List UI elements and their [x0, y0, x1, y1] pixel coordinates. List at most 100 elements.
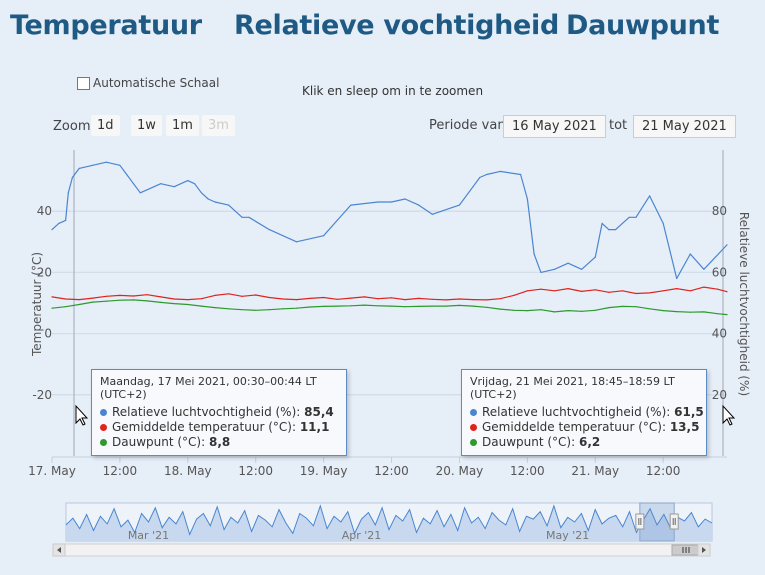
data-point — [486, 306, 488, 308]
data-point — [323, 305, 325, 307]
data-point — [689, 311, 691, 313]
data-point — [716, 288, 719, 290]
zoom-1m-button[interactable]: 1m — [166, 115, 199, 136]
data-point — [418, 297, 420, 299]
data-point — [404, 306, 406, 308]
data-point — [377, 298, 379, 300]
tooltip-label: Relatieve luchtvochtigheid (%): — [112, 405, 305, 419]
zoom-1w-button[interactable]: 1w — [131, 115, 162, 136]
data-point — [601, 222, 603, 224]
data-point — [567, 288, 569, 290]
data-point — [499, 308, 501, 310]
data-point — [255, 294, 257, 296]
mouse-cursor-icon — [722, 404, 736, 426]
data-point — [336, 219, 338, 221]
x-tick-label: 19. May — [300, 464, 348, 478]
data-point — [445, 299, 447, 301]
data-point — [649, 195, 651, 197]
data-point — [431, 213, 433, 215]
data-point — [553, 311, 556, 313]
data-point — [458, 298, 460, 300]
data-point — [268, 296, 270, 299]
data-point — [51, 229, 53, 231]
auto-scale-label: Automatische Schaal — [93, 76, 220, 90]
navigator-date-label: Mar '21 — [128, 529, 169, 542]
data-point — [581, 290, 583, 292]
tooltip-value: 13,5 — [669, 420, 700, 434]
temperature-dot-icon — [470, 424, 477, 431]
dewpoint-dot-icon — [470, 439, 477, 446]
tooltip-value: 6,2 — [578, 435, 601, 449]
data-point — [65, 298, 67, 300]
x-tick-label: 12:00 — [510, 464, 545, 478]
x-tick-label: 12:00 — [238, 464, 273, 478]
data-point — [499, 170, 501, 172]
period-from-input[interactable]: 16 May 2021 — [503, 115, 606, 138]
y-tick-right: 40 — [712, 327, 727, 341]
data-point — [703, 286, 705, 288]
y-tick-right: 20 — [712, 388, 727, 402]
data-point — [526, 290, 529, 292]
data-point — [241, 216, 243, 218]
data-point — [214, 294, 216, 296]
tooltip-row-dewpoint: Dauwpunt (°C): 6,2 — [470, 435, 698, 450]
data-point — [676, 288, 678, 290]
data-point — [139, 192, 141, 194]
data-point — [336, 305, 338, 307]
data-point — [309, 306, 311, 308]
data-point — [146, 189, 148, 191]
data-point — [58, 222, 60, 224]
data-point — [486, 299, 488, 301]
tooltip-header: Vrijdag, 21 Mei 2021, 18:45–18:59 LT (UT… — [470, 375, 675, 401]
scrollbar-thumb[interactable] — [671, 544, 699, 556]
auto-scale-checkbox[interactable]: Automatische Schaal — [77, 76, 219, 90]
data-point — [268, 229, 270, 231]
data-point — [323, 235, 325, 237]
navigator-selection — [639, 502, 675, 542]
y-axis-left-label: Temperatuur (°C) — [30, 252, 44, 357]
data-point — [228, 308, 230, 310]
data-point — [567, 310, 569, 312]
data-point — [499, 298, 501, 300]
data-point — [676, 277, 678, 280]
data-point — [51, 307, 53, 309]
y-axis-right-label: Relatieve luchtvochtigheid (%) — [737, 212, 751, 396]
tooltip-label: Dauwpunt (°C): — [482, 435, 579, 449]
data-point — [295, 241, 298, 243]
grid-lines — [52, 210, 727, 396]
navigator-handle[interactable] — [669, 513, 679, 530]
tab-temperature[interactable]: Temperatuur — [10, 10, 202, 41]
data-point — [431, 305, 433, 307]
data-point — [105, 300, 107, 302]
tooltip-row-humidity: Relatieve luchtvochtigheid (%): 85,4 — [100, 405, 338, 420]
zoom-1d-button[interactable]: 1d — [91, 115, 120, 136]
data-point — [187, 299, 189, 301]
tooltip-row-temperature: Gemiddelde temperatuur (°C): 11,1 — [100, 420, 338, 435]
checkbox-box[interactable] — [77, 76, 90, 90]
data-point — [228, 293, 230, 295]
data-point — [581, 310, 583, 312]
data-point — [200, 298, 202, 300]
data-point — [726, 314, 728, 316]
data-point — [282, 298, 284, 300]
x-tick-label: 20. May — [436, 464, 484, 478]
data-point — [418, 305, 420, 307]
data-point — [173, 298, 175, 300]
period-to-input[interactable]: 21 May 2021 — [633, 115, 736, 138]
data-point — [160, 301, 162, 303]
data-point — [689, 253, 691, 255]
data-point — [615, 229, 617, 231]
navigator-area — [66, 505, 712, 541]
tab-humidity[interactable]: Relatieve vochtigheid — [234, 10, 560, 41]
tab-dewpoint[interactable]: Dauwpunt — [566, 10, 720, 41]
tooltip-row-humidity: Relatieve luchtvochtigheid (%): 61,5 — [470, 405, 704, 420]
data-point — [92, 297, 94, 299]
scrollbar-track[interactable] — [52, 543, 711, 557]
x-tick-label: 12:00 — [103, 464, 138, 478]
tooltip-value: 8,8 — [208, 435, 231, 449]
data-point — [78, 167, 80, 169]
data-point — [553, 268, 556, 270]
navigator-handle[interactable] — [635, 513, 645, 530]
data-point — [608, 291, 610, 293]
